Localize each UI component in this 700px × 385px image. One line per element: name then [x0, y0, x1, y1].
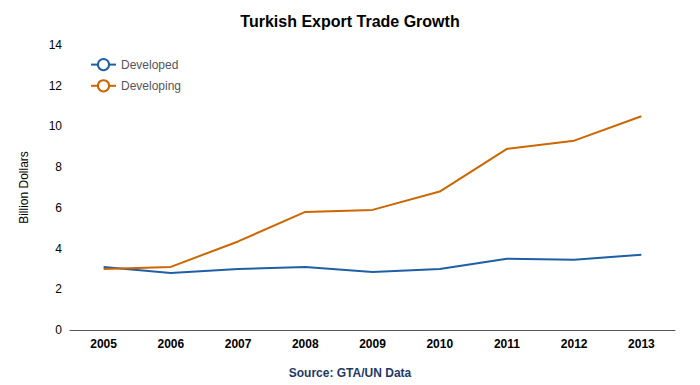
- svg-text:4: 4: [55, 242, 62, 256]
- svg-text:8: 8: [55, 160, 62, 174]
- svg-text:2013: 2013: [628, 337, 655, 351]
- svg-text:2009: 2009: [359, 337, 386, 351]
- svg-text:6: 6: [55, 201, 62, 215]
- svg-text:12: 12: [49, 79, 63, 93]
- svg-text:2: 2: [55, 282, 62, 296]
- svg-text:2010: 2010: [426, 337, 453, 351]
- svg-text:0: 0: [55, 323, 62, 337]
- svg-text:Developed: Developed: [121, 58, 178, 72]
- svg-text:2011: 2011: [494, 337, 520, 351]
- svg-text:Source: GTA/UN Data: Source: GTA/UN Data: [289, 366, 412, 380]
- svg-text:2012: 2012: [561, 337, 588, 351]
- svg-text:Developing: Developing: [121, 79, 181, 93]
- svg-text:10: 10: [49, 119, 63, 133]
- svg-text:Billion Dollars: Billion Dollars: [17, 151, 31, 224]
- svg-text:2006: 2006: [157, 337, 184, 351]
- svg-text:2008: 2008: [292, 337, 319, 351]
- svg-text:2007: 2007: [225, 337, 252, 351]
- svg-text:2005: 2005: [90, 337, 117, 351]
- svg-text:Turkish Export Trade Growth: Turkish Export Trade Growth: [240, 13, 459, 30]
- svg-text:14: 14: [49, 38, 63, 52]
